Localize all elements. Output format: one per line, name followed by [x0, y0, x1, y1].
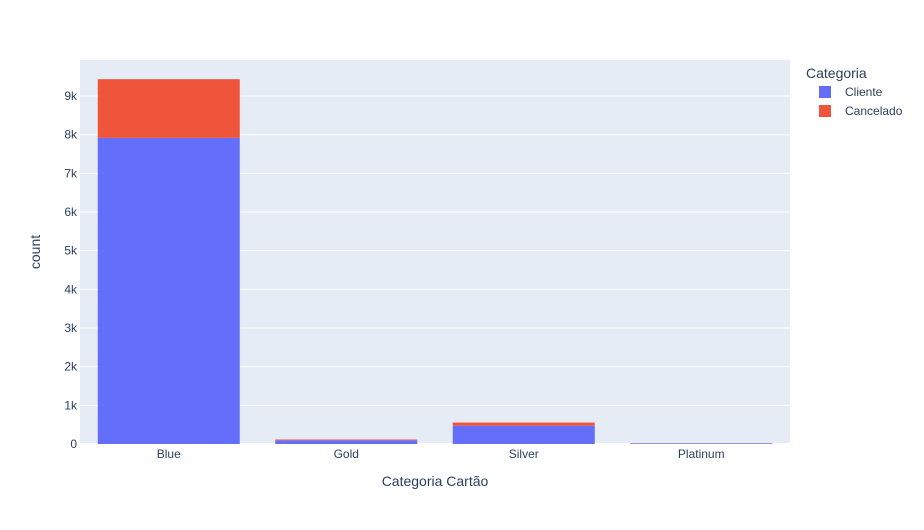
y-tick-label: 8k: [64, 128, 78, 142]
bar-gold-cancelado[interactable]: [275, 440, 417, 441]
legend-item-cliente[interactable]: Cliente: [819, 85, 883, 99]
y-tick-label: 6k: [64, 205, 78, 219]
y-tick-labels: 0 1k 2k 3k 4k 5k 6k 7k 8k 9k: [64, 89, 78, 451]
bar-blue-cancelado[interactable]: [98, 79, 240, 138]
y-tick-label: 0: [70, 437, 77, 451]
x-tick-labels: Blue Gold Silver Platinum: [157, 447, 725, 461]
legend-swatch: [819, 86, 831, 98]
y-tick-label: 1k: [64, 398, 78, 412]
x-tick-label: Platinum: [678, 447, 725, 461]
legend-items: Cliente Cancelado: [819, 85, 903, 118]
y-tick-label: 9k: [64, 89, 78, 103]
bar-platinum-cliente[interactable]: [630, 443, 772, 444]
y-tick-label: 2k: [64, 360, 78, 374]
x-tick-label: Gold: [334, 447, 359, 461]
y-tick-label: 3k: [64, 321, 78, 335]
legend-item-cancelado[interactable]: Cancelado: [819, 104, 903, 118]
bar-blue-cliente[interactable]: [98, 138, 240, 444]
bar-silver-cliente[interactable]: [453, 426, 595, 444]
legend-label: Cancelado: [845, 104, 903, 118]
y-axis-title: count: [27, 235, 43, 269]
y-tick-label: 7k: [64, 166, 78, 180]
bar-silver-cancelado[interactable]: [453, 423, 595, 426]
legend-title: Categoria: [806, 65, 867, 81]
legend-swatch: [819, 105, 831, 117]
x-tick-label: Blue: [157, 447, 181, 461]
x-axis-title: Categoria Cartão: [382, 473, 489, 489]
legend: Categoria Cliente Cancelado: [806, 65, 903, 118]
y-tick-label: 5k: [64, 244, 78, 258]
legend-label: Cliente: [845, 85, 883, 99]
y-tick-label: 4k: [64, 282, 78, 296]
bar-gold-cliente[interactable]: [275, 440, 417, 444]
x-tick-label: Silver: [509, 447, 539, 461]
